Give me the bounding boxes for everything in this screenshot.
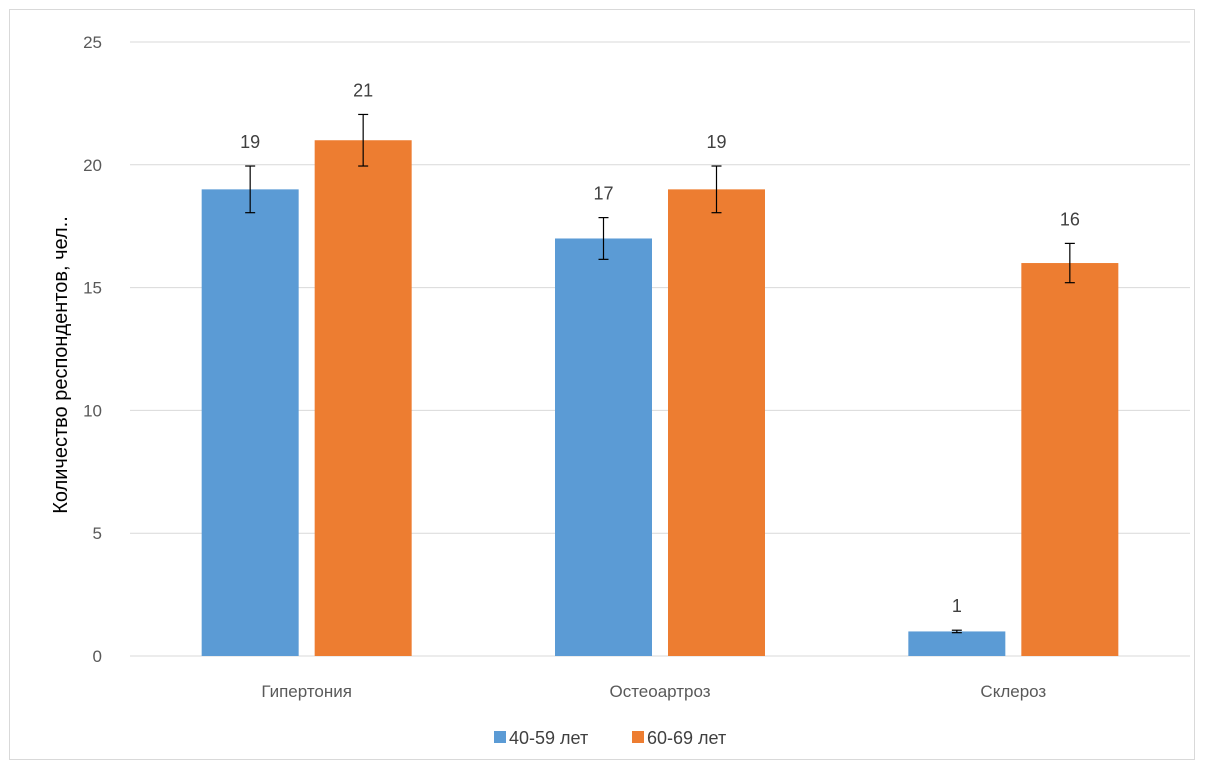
y-axis-ticks: 0 5 10 15 20 25 xyxy=(83,33,102,666)
y-tick-label: 0 xyxy=(93,647,102,666)
x-tick-label: Склероз xyxy=(980,682,1046,701)
legend-item: 40-59 лет xyxy=(494,728,588,748)
legend-item: 60-69 лет xyxy=(632,728,726,748)
error-bars xyxy=(245,113,1075,634)
legend-swatch xyxy=(494,731,506,743)
bar-series1 xyxy=(201,189,299,657)
bar-series2 xyxy=(668,189,765,657)
error-bar xyxy=(711,165,722,214)
bar-series1 xyxy=(908,631,1006,656)
error-bar xyxy=(1064,242,1075,284)
y-tick-label: 10 xyxy=(83,401,102,420)
bar-series1 xyxy=(555,238,652,657)
x-axis-ticks: Гипертония Остеоартроз Склероз xyxy=(261,682,1046,701)
y-tick-label: 5 xyxy=(93,524,102,543)
x-tick-label: Остеоартроз xyxy=(609,682,710,701)
y-tick-label: 20 xyxy=(83,156,102,175)
bar-series2 xyxy=(314,140,412,657)
legend-label: 40-59 лет xyxy=(509,728,588,748)
legend-swatch xyxy=(632,731,644,743)
bars xyxy=(201,140,1119,657)
error-bar xyxy=(598,217,609,260)
y-tick-label: 15 xyxy=(83,279,102,298)
legend-label: 60-69 лет xyxy=(647,728,726,748)
y-axis-label: Количество респондентов, чел.. xyxy=(50,216,72,514)
data-labels: 19 21 17 19 1 16 xyxy=(240,80,1080,616)
bar-series2 xyxy=(1021,263,1119,656)
error-bar xyxy=(245,165,256,214)
data-label: 19 xyxy=(240,132,260,152)
y-tick-label: 25 xyxy=(83,33,102,52)
data-label: 17 xyxy=(593,184,613,204)
error-bar xyxy=(951,629,962,634)
error-bar xyxy=(358,113,369,167)
data-label: 16 xyxy=(1060,209,1080,229)
data-label: 1 xyxy=(952,596,962,616)
x-tick-label: Гипертония xyxy=(261,682,352,701)
data-label: 19 xyxy=(706,132,726,152)
legend: 40-59 лет 60-69 лет xyxy=(494,728,726,748)
gridlines xyxy=(130,41,1190,657)
data-label: 21 xyxy=(353,80,373,100)
